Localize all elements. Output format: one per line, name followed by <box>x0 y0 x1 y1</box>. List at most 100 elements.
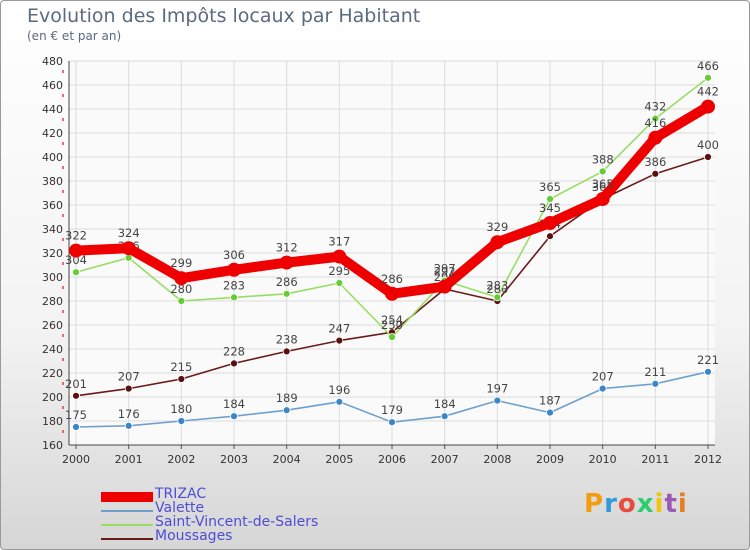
data-label-trizac: 365 <box>592 177 614 191</box>
x-tick-label: 2011 <box>641 453 669 466</box>
data-label-valette: 187 <box>539 394 561 408</box>
y-tick-label: 380 <box>42 175 63 188</box>
data-label-valette: 184 <box>223 397 245 411</box>
y-tick-label: 480 <box>42 55 63 68</box>
data-label-trizac: 317 <box>328 235 350 249</box>
data-label-moussages: 228 <box>223 344 245 358</box>
y-tick-label: 260 <box>42 319 63 332</box>
data-label-saint-vincent-de-salers: 295 <box>328 264 350 278</box>
data-point-valette <box>651 379 660 388</box>
data-label-valette: 197 <box>486 382 508 396</box>
data-point-saint-vincent-de-salers <box>493 293 502 302</box>
data-label-trizac: 416 <box>644 116 666 130</box>
x-tick-label: 2000 <box>62 453 90 466</box>
y-tick-label: 180 <box>42 415 63 428</box>
data-point-moussages <box>177 375 186 383</box>
data-point-moussages <box>335 336 344 345</box>
data-label-trizac: 292 <box>434 265 456 279</box>
legend-label: Saint-Vincent-de-Salers <box>155 514 319 530</box>
data-label-trizac: 442 <box>697 85 719 99</box>
data-label-moussages: 201 <box>65 377 87 391</box>
x-tick-label: 2009 <box>536 453 564 466</box>
data-point-moussages <box>124 384 133 393</box>
data-point-trizac <box>227 262 241 277</box>
data-point-valette <box>704 367 712 376</box>
data-label-trizac: 299 <box>170 256 192 270</box>
data-label-saint-vincent-de-salers: 297 <box>434 262 456 276</box>
data-point-trizac <box>69 243 83 258</box>
data-point-valette <box>440 412 449 421</box>
legend-swatch <box>101 510 153 512</box>
x-tick-label: 2001 <box>115 453 143 466</box>
data-label-moussages: 215 <box>170 360 192 374</box>
data-label-moussages: 386 <box>644 155 666 169</box>
data-point-moussages <box>72 391 80 400</box>
data-point-valette <box>124 421 133 430</box>
brand-letter: i <box>654 489 665 519</box>
legend-swatch <box>101 524 153 526</box>
legend-swatch <box>101 538 153 540</box>
data-point-valette <box>388 418 396 427</box>
data-point-saint-vincent-de-salers <box>704 73 712 82</box>
data-point-saint-vincent-de-salers <box>230 293 238 302</box>
brand-letter: P <box>584 489 605 519</box>
data-point-saint-vincent-de-salers <box>388 333 396 341</box>
data-point-saint-vincent-de-salers <box>282 289 291 298</box>
data-point-saint-vincent-de-salers <box>177 297 186 305</box>
x-tick-label: 2010 <box>589 453 617 466</box>
legend-label: TRIZAC <box>155 486 207 502</box>
x-tick-label: 2004 <box>273 453 301 466</box>
y-tick-label: 200 <box>42 391 63 404</box>
brand-letter: o <box>617 489 637 519</box>
y-tick-label: 220 <box>42 367 63 380</box>
y-tick-label: 280 <box>42 295 63 308</box>
data-label-moussages: 207 <box>118 370 140 384</box>
data-label-saint-vincent-de-salers: 365 <box>539 180 561 194</box>
data-point-saint-vincent-de-salers <box>651 114 660 123</box>
x-tick-label: 2003 <box>220 453 248 466</box>
data-label-saint-vincent-de-salers: 250 <box>381 318 403 332</box>
data-point-valette <box>72 423 80 431</box>
data-point-moussages <box>546 232 554 241</box>
data-label-trizac: 345 <box>539 201 561 215</box>
chart-subtitle: (en € et par an) <box>27 29 122 43</box>
x-tick-label: 2002 <box>167 453 195 466</box>
y-tick-label: 360 <box>42 199 63 212</box>
data-point-trizac <box>437 279 452 294</box>
x-tick-label: 2008 <box>483 453 511 466</box>
y-tick-label: 300 <box>42 271 63 284</box>
data-label-valette: 184 <box>434 397 456 411</box>
data-label-moussages: 247 <box>328 322 350 336</box>
data-point-trizac <box>332 249 347 264</box>
legend-label: Valette <box>155 500 205 516</box>
data-label-valette: 196 <box>328 383 350 397</box>
data-label-valette: 211 <box>644 365 666 379</box>
brand-letter: x <box>636 489 655 519</box>
data-point-moussages <box>282 347 291 356</box>
data-point-trizac <box>279 255 294 270</box>
data-point-trizac <box>490 235 505 250</box>
data-point-valette <box>282 406 291 415</box>
data-point-valette <box>493 396 502 405</box>
y-tick-label: 240 <box>42 343 63 356</box>
data-label-moussages: 400 <box>697 138 719 152</box>
data-label-trizac: 324 <box>118 226 140 240</box>
data-point-valette <box>598 384 607 393</box>
data-label-trizac: 306 <box>223 248 245 262</box>
legend-swatch <box>101 492 153 502</box>
data-label-saint-vincent-de-salers: 283 <box>486 278 508 292</box>
data-point-saint-vincent-de-salers <box>72 268 80 277</box>
data-point-saint-vincent-de-salers <box>335 279 344 287</box>
data-point-trizac <box>648 130 663 145</box>
data-label-moussages: 238 <box>276 332 298 346</box>
y-tick-label: 320 <box>42 247 63 260</box>
y-tick-label: 400 <box>42 151 63 164</box>
data-point-moussages <box>651 169 660 178</box>
brand-logo: Proxiti <box>584 489 688 519</box>
x-tick-label: 2006 <box>378 453 406 466</box>
data-point-saint-vincent-de-salers <box>598 167 607 176</box>
brand-letter: t <box>664 489 678 519</box>
data-label-valette: 175 <box>65 408 87 422</box>
